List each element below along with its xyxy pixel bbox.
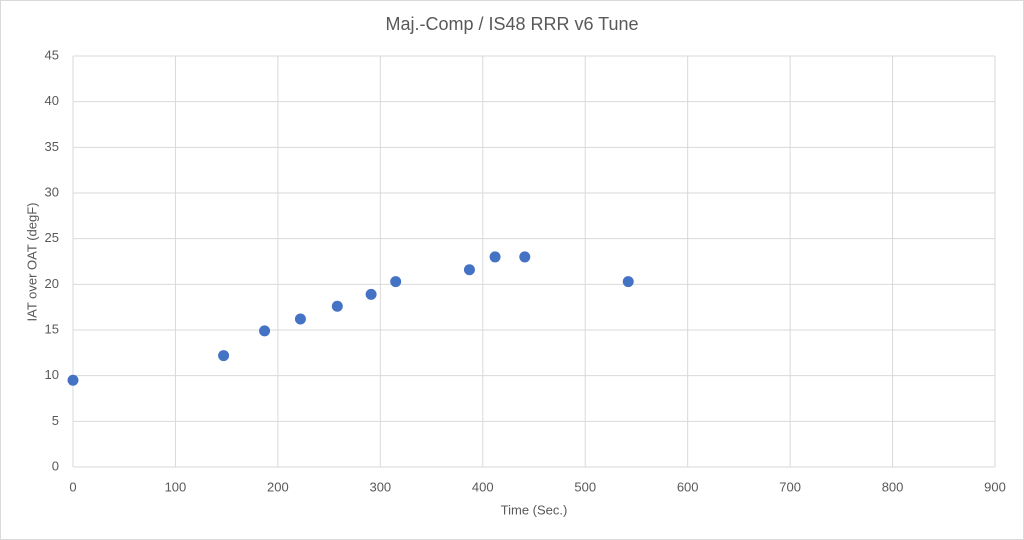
x-tick-label: 700 bbox=[779, 479, 801, 494]
data-point bbox=[331, 300, 343, 312]
x-tick-label: 400 bbox=[472, 479, 494, 494]
y-tick-label: 0 bbox=[52, 458, 59, 473]
chart-title: Maj.-Comp / IS48 RRR v6 Tune bbox=[385, 14, 638, 34]
x-tick-label: 200 bbox=[267, 479, 289, 494]
y-tick-label: 10 bbox=[45, 367, 59, 382]
data-point bbox=[519, 251, 531, 263]
y-tick-label: 25 bbox=[45, 230, 59, 245]
x-tick-label: 900 bbox=[984, 479, 1006, 494]
x-tick-label: 0 bbox=[69, 479, 76, 494]
y-tick-label: 20 bbox=[45, 276, 59, 291]
data-point bbox=[365, 288, 377, 300]
data-point bbox=[390, 276, 402, 288]
y-tick-label: 30 bbox=[45, 184, 59, 199]
data-point bbox=[489, 251, 501, 263]
x-tick-label: 300 bbox=[369, 479, 391, 494]
y-tick-label: 35 bbox=[45, 139, 59, 154]
x-tick-label: 800 bbox=[882, 479, 904, 494]
data-point bbox=[622, 276, 634, 288]
data-point bbox=[218, 350, 230, 362]
x-tick-label: 100 bbox=[165, 479, 187, 494]
data-point bbox=[67, 374, 79, 386]
y-tick-label: 15 bbox=[45, 321, 59, 336]
x-axis-label: Time (Sec.) bbox=[501, 502, 568, 517]
data-point bbox=[463, 264, 475, 276]
y-tick-label: 40 bbox=[45, 93, 59, 108]
x-tick-label: 600 bbox=[677, 479, 699, 494]
y-axis-label: IAT over OAT (degF) bbox=[24, 203, 39, 322]
x-tick-label: 500 bbox=[574, 479, 596, 494]
data-point bbox=[259, 325, 271, 337]
y-tick-label: 5 bbox=[52, 413, 59, 428]
y-tick-label: 45 bbox=[45, 47, 59, 62]
data-point bbox=[294, 313, 306, 325]
